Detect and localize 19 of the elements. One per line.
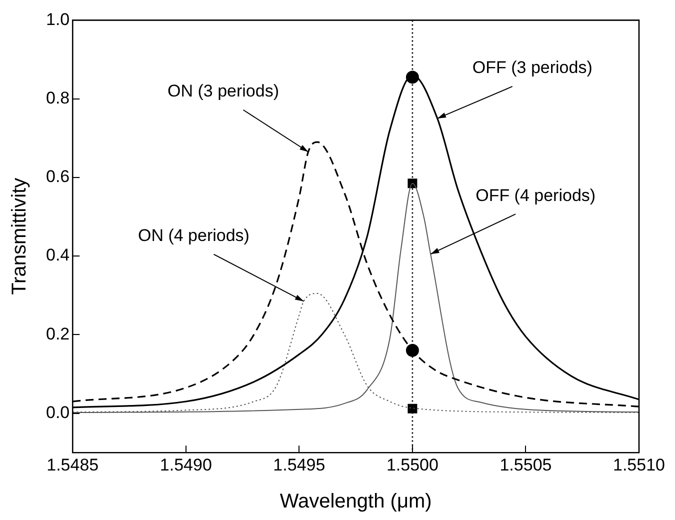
- x-tick-label: 1.5495: [273, 455, 326, 474]
- annotation: OFF (4 periods): [476, 186, 596, 205]
- x-axis-title: Wavelength (μm): [280, 490, 432, 513]
- y-tick-label: 1.0: [46, 10, 70, 29]
- annotation: ON (4 periods): [138, 226, 250, 245]
- x-tick-label: 1.5490: [160, 455, 212, 474]
- y-tick-label: 0.6: [46, 167, 70, 186]
- x-tick-label: 1.5510: [613, 455, 665, 474]
- y-tick-label: 0.8: [46, 88, 70, 108]
- y-tick-label: 0.2: [46, 324, 70, 344]
- y-axis-title: Transmittivity: [8, 178, 31, 295]
- annotation: OFF (3 periods): [472, 58, 592, 78]
- point: [408, 404, 418, 414]
- x-tick-label: 1.5485: [46, 455, 99, 474]
- x-tick-label: 1.5505: [500, 455, 552, 474]
- y-tick-label: 0.4: [46, 246, 70, 265]
- y-tick-label: 0.0: [46, 402, 70, 422]
- annotation: ON (3 periods): [168, 82, 279, 101]
- x-tick-label: 1.5500: [386, 455, 438, 474]
